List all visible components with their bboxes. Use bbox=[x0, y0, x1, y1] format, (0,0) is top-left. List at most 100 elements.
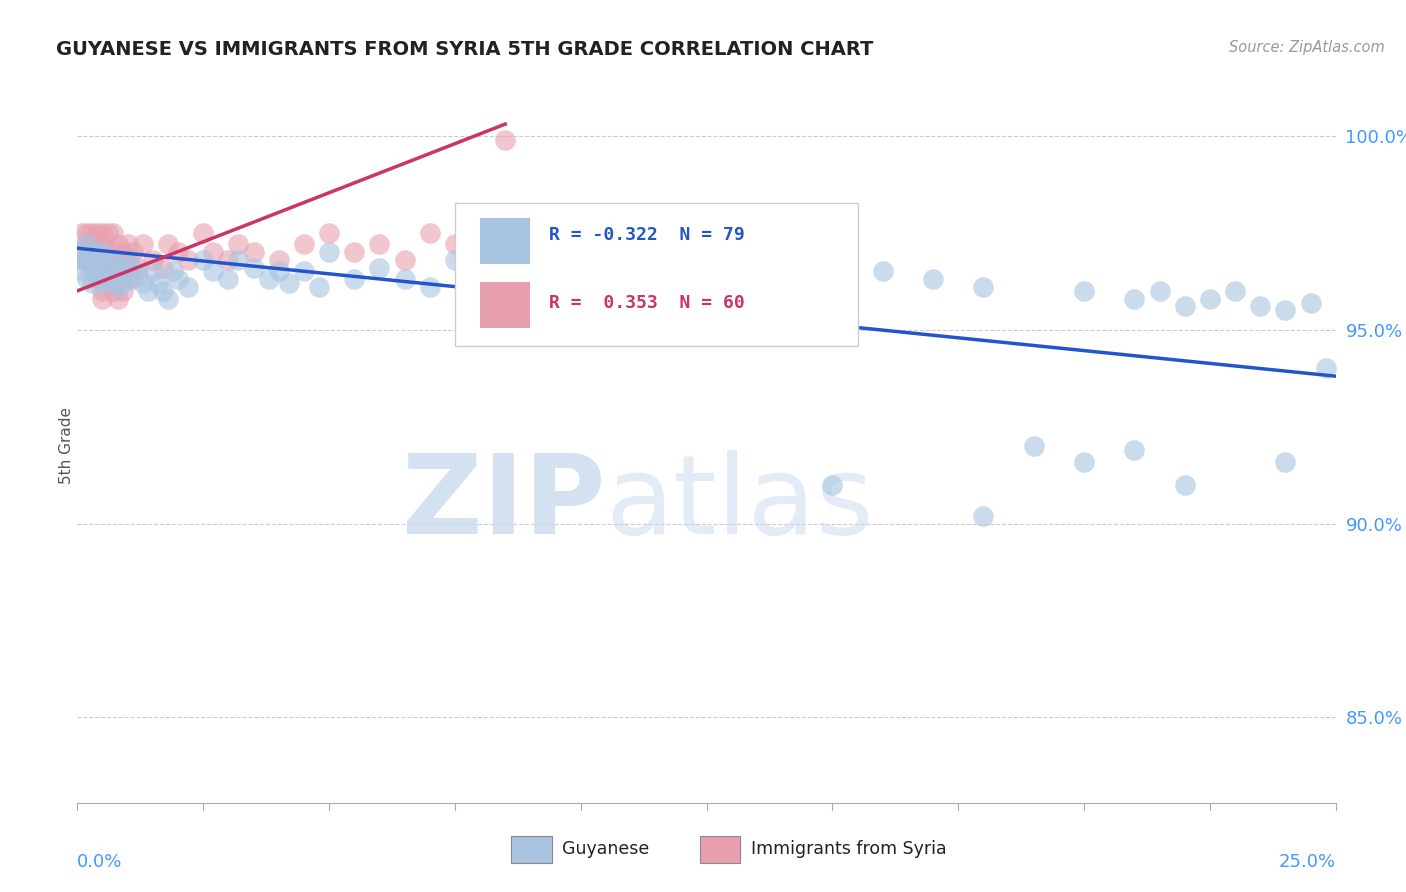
FancyBboxPatch shape bbox=[479, 282, 530, 328]
Point bbox=[922, 272, 945, 286]
Point bbox=[101, 226, 124, 240]
Point bbox=[308, 280, 330, 294]
Point bbox=[242, 260, 264, 275]
Point bbox=[72, 264, 94, 278]
Point bbox=[96, 252, 118, 267]
Point bbox=[292, 237, 315, 252]
Point bbox=[96, 252, 118, 267]
Point bbox=[519, 280, 541, 294]
Point bbox=[91, 226, 114, 240]
Point bbox=[82, 252, 104, 267]
Point bbox=[72, 245, 94, 260]
Point bbox=[394, 252, 416, 267]
Point bbox=[318, 226, 340, 240]
Point bbox=[91, 252, 114, 267]
Text: R = -0.322  N = 79: R = -0.322 N = 79 bbox=[550, 227, 745, 244]
Point bbox=[111, 284, 134, 298]
Point bbox=[569, 264, 592, 278]
Point bbox=[257, 272, 280, 286]
Point bbox=[156, 237, 179, 252]
Point bbox=[111, 260, 134, 275]
Point bbox=[76, 226, 98, 240]
Point bbox=[343, 245, 366, 260]
Point bbox=[86, 252, 108, 267]
Point bbox=[142, 264, 165, 278]
Point bbox=[117, 252, 139, 267]
Point bbox=[444, 252, 467, 267]
Point bbox=[86, 268, 108, 283]
FancyBboxPatch shape bbox=[700, 837, 741, 863]
Point bbox=[91, 292, 114, 306]
Point bbox=[76, 237, 98, 252]
Point bbox=[1149, 284, 1171, 298]
Point bbox=[152, 284, 174, 298]
Text: ZIP: ZIP bbox=[402, 450, 606, 557]
Point bbox=[671, 280, 693, 294]
Text: GUYANESE VS IMMIGRANTS FROM SYRIA 5TH GRADE CORRELATION CHART: GUYANESE VS IMMIGRANTS FROM SYRIA 5TH GR… bbox=[56, 40, 873, 59]
Point bbox=[91, 237, 114, 252]
Point bbox=[228, 237, 250, 252]
Point bbox=[107, 237, 129, 252]
Point bbox=[821, 477, 844, 491]
Point bbox=[972, 280, 994, 294]
Point bbox=[972, 508, 994, 523]
Point bbox=[494, 133, 516, 147]
Point bbox=[191, 226, 215, 240]
Point bbox=[117, 272, 139, 286]
Point bbox=[96, 272, 118, 286]
Point bbox=[72, 252, 94, 267]
Point bbox=[121, 245, 143, 260]
Point bbox=[419, 280, 441, 294]
Point bbox=[318, 245, 340, 260]
Point bbox=[82, 245, 104, 260]
Point bbox=[1174, 477, 1197, 491]
Point bbox=[146, 276, 169, 290]
Point bbox=[107, 292, 129, 306]
Point bbox=[127, 260, 149, 275]
Point bbox=[111, 276, 134, 290]
Point bbox=[217, 252, 239, 267]
Point bbox=[76, 252, 98, 267]
Point bbox=[152, 260, 174, 275]
Point bbox=[91, 245, 114, 260]
Point bbox=[96, 272, 118, 286]
Text: R =  0.353  N = 60: R = 0.353 N = 60 bbox=[550, 294, 745, 312]
Point bbox=[91, 260, 114, 275]
Point bbox=[76, 252, 98, 267]
Point bbox=[107, 260, 129, 275]
Y-axis label: 5th Grade: 5th Grade bbox=[59, 408, 73, 484]
Point bbox=[394, 272, 416, 286]
Point bbox=[101, 245, 124, 260]
Point bbox=[202, 264, 225, 278]
Point bbox=[117, 264, 139, 278]
Point bbox=[1022, 439, 1045, 453]
FancyBboxPatch shape bbox=[512, 837, 551, 863]
Point bbox=[86, 260, 108, 275]
Point bbox=[91, 276, 114, 290]
Point bbox=[468, 214, 491, 228]
Point bbox=[72, 245, 94, 260]
Text: Source: ZipAtlas.com: Source: ZipAtlas.com bbox=[1229, 40, 1385, 55]
Point bbox=[82, 260, 104, 275]
Point bbox=[86, 272, 108, 286]
Point bbox=[117, 252, 139, 267]
Point bbox=[101, 272, 124, 286]
Point bbox=[132, 237, 155, 252]
Point bbox=[117, 237, 139, 252]
Point bbox=[177, 252, 200, 267]
Point bbox=[228, 252, 250, 267]
Point bbox=[1223, 284, 1246, 298]
Point bbox=[1198, 292, 1220, 306]
Point bbox=[76, 237, 98, 252]
Point bbox=[162, 264, 184, 278]
Point bbox=[111, 260, 134, 275]
Point bbox=[202, 245, 225, 260]
Point bbox=[107, 252, 129, 267]
Point bbox=[267, 264, 290, 278]
Point bbox=[1123, 292, 1146, 306]
Point bbox=[127, 268, 149, 283]
Point bbox=[167, 245, 190, 260]
Point bbox=[86, 245, 108, 260]
Point bbox=[821, 272, 844, 286]
Point bbox=[167, 272, 190, 286]
